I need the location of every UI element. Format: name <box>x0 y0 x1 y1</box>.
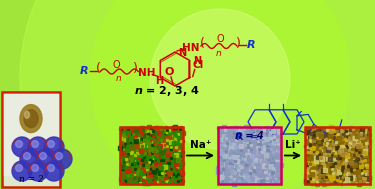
Circle shape <box>12 137 32 157</box>
Text: ): ) <box>133 62 138 75</box>
Circle shape <box>24 153 30 160</box>
Circle shape <box>48 140 54 147</box>
Text: H: H <box>155 76 163 86</box>
Bar <box>120 127 183 184</box>
Text: $\bfit{n}$ = 2, 3, 4: $\bfit{n}$ = 2, 3, 4 <box>134 84 200 98</box>
Circle shape <box>52 149 72 169</box>
Text: HN: HN <box>182 43 200 53</box>
Text: R: R <box>80 66 88 75</box>
Circle shape <box>150 9 290 149</box>
Circle shape <box>48 164 54 171</box>
Text: N: N <box>193 56 201 66</box>
Text: N: N <box>178 48 186 58</box>
Circle shape <box>12 161 32 181</box>
Text: O: O <box>164 67 174 77</box>
Text: R  =: R = <box>236 132 258 142</box>
Circle shape <box>28 161 48 181</box>
Circle shape <box>90 0 350 189</box>
Text: O: O <box>112 60 120 70</box>
Text: ): ) <box>236 36 240 50</box>
Text: R: R <box>247 40 255 50</box>
Ellipse shape <box>24 110 38 128</box>
Text: $n$: $n$ <box>115 74 122 83</box>
Circle shape <box>32 164 39 171</box>
Bar <box>305 127 370 184</box>
Circle shape <box>15 140 22 147</box>
Text: NH: NH <box>138 68 155 78</box>
Text: $n$: $n$ <box>216 49 222 57</box>
Circle shape <box>20 0 375 189</box>
Circle shape <box>36 149 56 169</box>
Circle shape <box>28 137 48 157</box>
Ellipse shape <box>24 111 30 118</box>
Circle shape <box>44 161 64 181</box>
FancyBboxPatch shape <box>2 92 60 187</box>
Circle shape <box>39 153 46 160</box>
Text: n = 4: n = 4 <box>235 131 264 141</box>
Ellipse shape <box>20 105 42 133</box>
Bar <box>4 94 58 175</box>
Circle shape <box>32 140 39 147</box>
Circle shape <box>20 149 40 169</box>
Circle shape <box>56 153 63 160</box>
Bar <box>218 127 281 184</box>
Circle shape <box>15 164 22 171</box>
Text: Na⁺: Na⁺ <box>190 140 211 150</box>
Text: (: ( <box>96 62 101 75</box>
Text: Li⁺: Li⁺ <box>285 140 301 150</box>
Text: (: ( <box>200 36 204 50</box>
Circle shape <box>44 137 64 157</box>
Text: O: O <box>216 34 224 44</box>
Text: n = 2: n = 2 <box>19 176 44 184</box>
Text: Cl: Cl <box>192 60 203 70</box>
